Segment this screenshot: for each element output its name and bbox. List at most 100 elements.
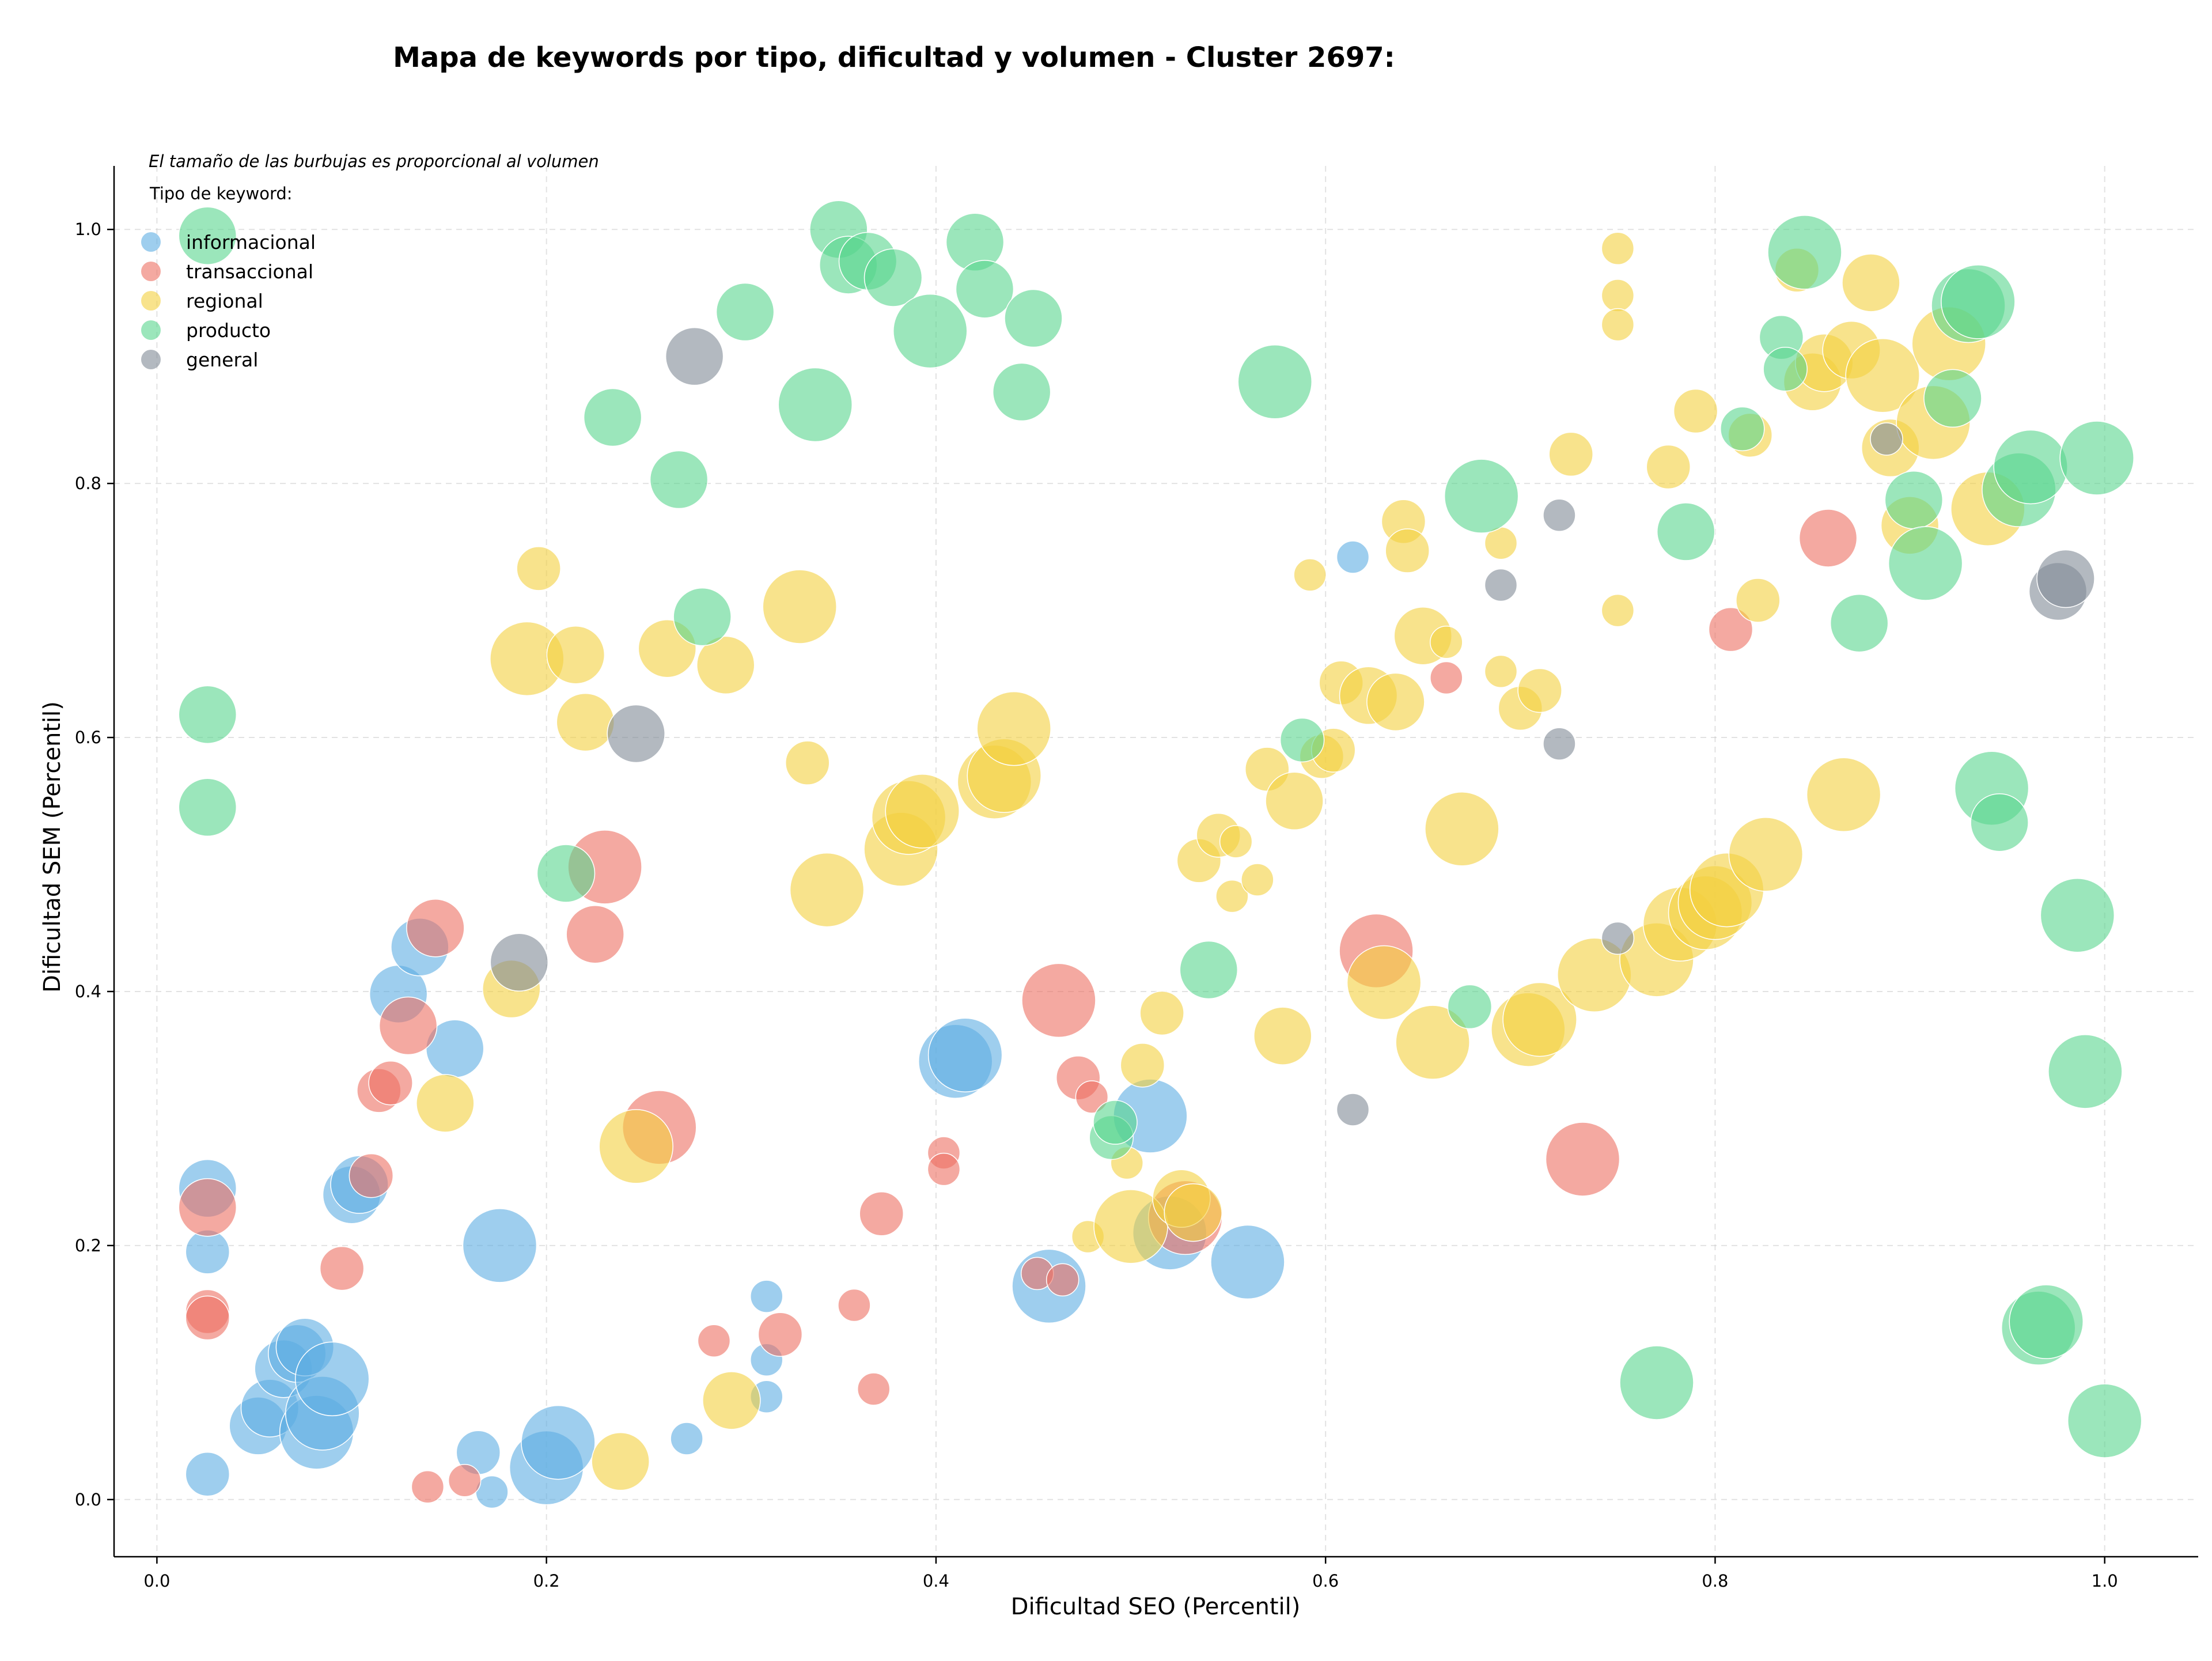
bubble-regional — [1293, 558, 1327, 592]
x-tick-label: 0.6 — [1312, 1571, 1339, 1591]
bubble-regional — [1120, 1043, 1165, 1088]
bubble-informacional — [1210, 1224, 1285, 1300]
bubble-transaccional — [1430, 661, 1463, 695]
bubble-regional — [1601, 593, 1635, 627]
bubble-regional — [416, 1074, 475, 1133]
bubble-general — [2036, 549, 2095, 608]
bubble-producto — [1444, 459, 1519, 534]
bubble-regional — [1845, 338, 1920, 413]
bubble-transaccional — [857, 1372, 891, 1406]
bubble-size-note: El tamaño de las burbujas es proporciona… — [149, 152, 599, 171]
bubble-transaccional — [368, 1060, 413, 1106]
bubble-producto — [1884, 471, 1944, 529]
bubble-regional — [1601, 308, 1635, 342]
bubble-general — [490, 933, 549, 992]
bubble-transaccional — [1798, 509, 1858, 567]
bubble-producto — [673, 587, 732, 646]
bubble-informacional — [670, 1422, 703, 1455]
x-tick-label: 0.8 — [1702, 1571, 1728, 1591]
bubble-producto — [1763, 346, 1808, 392]
bubble-transaccional — [927, 1152, 961, 1186]
bubble-producto — [649, 450, 709, 509]
bubble-producto — [1888, 526, 1963, 601]
bubble-regional — [789, 852, 865, 928]
bubble-transaccional — [697, 1324, 731, 1357]
y-tick-label: 0.2 — [75, 1236, 101, 1255]
bubble-producto — [1970, 793, 2029, 852]
bubble-producto — [1923, 369, 1982, 428]
legend-marker-informacional — [141, 232, 161, 252]
bubble-general — [607, 704, 665, 763]
legend-label-regional: regional — [186, 290, 263, 312]
bubble-transaccional — [838, 1288, 871, 1322]
y-axis-label: Dificultad SEM (Percentil) — [39, 701, 66, 993]
bubble-producto — [1656, 502, 1715, 561]
bubble-general — [1543, 727, 1576, 760]
bubble-producto — [1619, 1345, 1694, 1420]
bubble-producto — [1237, 345, 1313, 419]
bubble-producto — [178, 778, 237, 837]
bubble-producto — [1004, 289, 1063, 348]
bubble-transaccional — [1021, 963, 1096, 1038]
bubble-regional — [1673, 388, 1718, 434]
bubble-producto — [715, 282, 775, 342]
bubble-regional — [702, 1371, 761, 1430]
legend-marker-regional — [141, 291, 161, 311]
bubble-general — [1601, 921, 1635, 955]
bubble-transaccional — [411, 1470, 445, 1504]
x-tick-label: 1.0 — [2092, 1571, 2118, 1591]
bubble-producto — [2059, 421, 2134, 495]
bubble-regional — [591, 1432, 650, 1491]
bubble-producto — [2048, 1034, 2123, 1109]
bubble-producto — [992, 362, 1051, 422]
bubble-regional — [1430, 625, 1463, 659]
bubble-regional — [785, 740, 830, 785]
legend-label-transaccional: transaccional — [186, 260, 313, 283]
bubble-transaccional — [178, 1178, 237, 1237]
series-producto — [178, 200, 2142, 1458]
bubble-informacional — [462, 1208, 537, 1283]
bubble-general — [665, 327, 724, 386]
bubble-producto — [1720, 406, 1765, 452]
legend-marker-general — [141, 350, 161, 369]
bubbles — [178, 200, 2142, 1509]
legend-marker-transaccional — [141, 262, 161, 281]
bubble-transaccional — [1545, 1122, 1620, 1197]
y-tick-label: 0.0 — [75, 1490, 101, 1509]
bubble-producto — [1447, 984, 1493, 1030]
bubble-transaccional — [378, 996, 438, 1055]
x-axis-label: Dificultad SEO (Percentil) — [1011, 1594, 1301, 1620]
bubble-regional — [1736, 578, 1781, 623]
bubble-transaccional — [349, 1153, 394, 1198]
bubble-regional — [1385, 528, 1430, 573]
bubble-transaccional — [859, 1191, 904, 1236]
y-tick-label: 0.4 — [75, 982, 101, 1001]
bubble-producto — [955, 260, 1014, 319]
bubble-regional — [1215, 879, 1249, 913]
y-tick-label: 0.6 — [75, 728, 101, 747]
bubble-regional — [1806, 757, 1881, 833]
bubble-producto — [778, 367, 853, 442]
bubble-regional — [1548, 432, 1593, 477]
y-axis-ticks: 0.0 0.2 0.4 0.6 0.8 1.0 — [75, 220, 114, 1509]
bubble-informacional — [185, 1451, 230, 1497]
bubble-regional — [1139, 990, 1184, 1036]
x-tick-label: 0.0 — [143, 1571, 170, 1591]
bubble-regional — [1253, 1007, 1312, 1065]
legend-marker-producto — [141, 320, 161, 340]
bubble-regional — [1842, 253, 1900, 312]
bubble-regional — [1601, 232, 1635, 266]
bubble-regional — [516, 546, 561, 591]
bubble-producto — [1830, 593, 1889, 653]
bubble-informacional — [1336, 540, 1370, 574]
legend-label-producto: producto — [186, 319, 271, 342]
bubble-regional — [696, 635, 755, 695]
bubble-general — [1484, 568, 1518, 602]
bubble-transaccional — [406, 898, 465, 958]
bubble-transaccional — [757, 1312, 803, 1357]
bubble-producto — [1767, 215, 1842, 290]
bubble-transaccional — [1708, 607, 1753, 652]
bubble-informacional — [927, 1017, 1003, 1092]
bubble-regional — [556, 693, 615, 752]
